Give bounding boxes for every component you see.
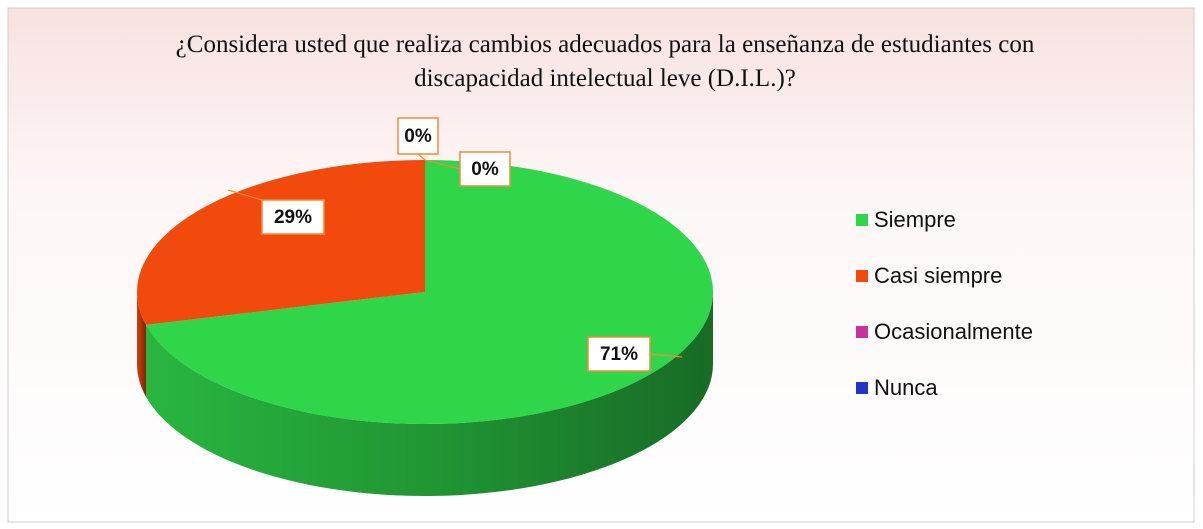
slice xyxy=(137,160,425,325)
leader-line xyxy=(417,153,426,161)
data-label: 71% xyxy=(600,344,638,365)
legend-label: Nunca xyxy=(874,375,938,400)
leader-line xyxy=(649,353,683,358)
data-label-box xyxy=(587,336,651,372)
slice-side-shade xyxy=(146,292,714,496)
leader-line xyxy=(227,189,263,201)
legend-label: Ocasionalmente xyxy=(874,319,1033,344)
data-label-box xyxy=(261,199,325,235)
legend-label: Siempre xyxy=(874,207,956,232)
data-label: 0% xyxy=(404,126,432,147)
slice-side-shade xyxy=(137,292,147,397)
slice xyxy=(146,160,714,424)
data-label: 0% xyxy=(471,159,499,180)
legend-label: Casi siempre xyxy=(874,263,1002,288)
legend-swatch xyxy=(856,214,868,226)
chart-title: ¿Considera usted que realiza cambios ade… xyxy=(175,31,1035,92)
data-label: 29% xyxy=(274,207,312,228)
leader-line xyxy=(424,159,461,170)
legend-swatch xyxy=(856,270,868,282)
legend-swatch xyxy=(856,326,868,338)
legend-swatch xyxy=(856,382,868,394)
data-label-box xyxy=(459,151,511,187)
data-label-box xyxy=(397,117,439,155)
